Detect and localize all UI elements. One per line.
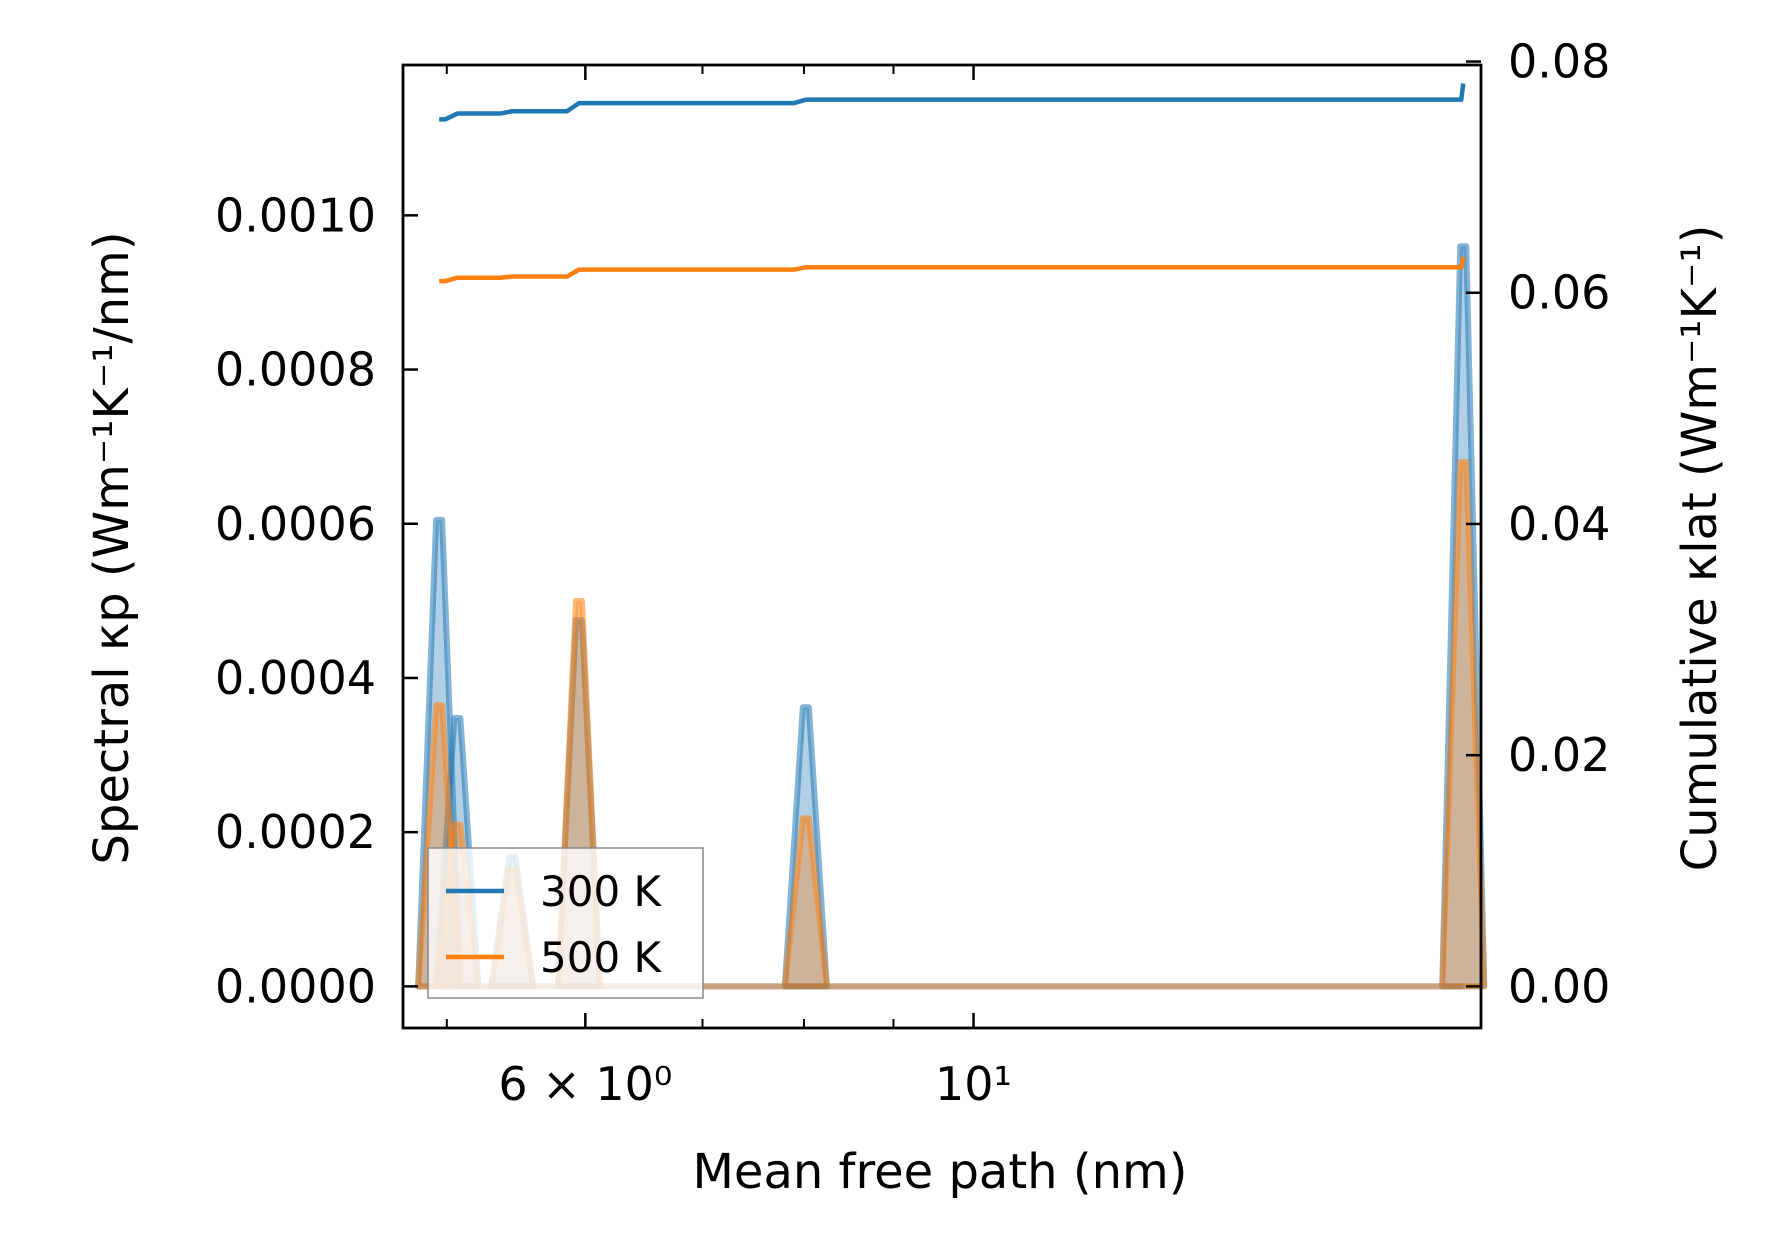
y-left-tick-label: 0.0000	[215, 959, 376, 1013]
y-left-tick-label: 0.0008	[215, 343, 376, 397]
y-right-tick-label: 0.08	[1508, 35, 1610, 89]
cumulative-line-300-k	[439, 83, 1466, 122]
axis-ticks: 6 × 10⁰ 10¹ 0.0000 0.0002 0.0004 0.0006 0.0008…	[215, 35, 1610, 1111]
y-axis-left-label: Spectral κp (Wm⁻¹K⁻¹/nm)	[84, 231, 140, 864]
y-left-tick-label: 0.0010	[215, 188, 376, 242]
plot-frame	[401, 63, 1483, 1030]
cumulative-line-500-k	[439, 256, 1466, 284]
legend-box	[427, 847, 704, 999]
y-right-tick-label: 0.04	[1508, 497, 1610, 551]
y-right-tick-label: 0.00	[1508, 959, 1610, 1013]
legend-label-500-k: 500 K	[540, 933, 663, 982]
spectral-peak-500-k-4	[781, 815, 830, 990]
y-left-tick-label: 0.0004	[215, 651, 376, 705]
y-right-tick-label: 0.02	[1508, 728, 1610, 782]
y-axis-right-label: Cumulative κlat (Wm⁻¹K⁻¹)	[1672, 225, 1728, 872]
legend: 300 K 500 K	[427, 847, 704, 999]
x-axis-label: Mean free path (nm)	[693, 1144, 1188, 1200]
x-tick-label: 10¹	[935, 1057, 1012, 1111]
y-left-tick-label: 0.0002	[215, 805, 376, 859]
axes-frame	[401, 63, 1483, 1030]
legend-label-300-k: 300 K	[540, 867, 663, 916]
y-left-tick-label: 0.0006	[215, 497, 376, 551]
x-tick-label: 6 × 10⁰	[498, 1057, 672, 1111]
y-right-tick-label: 0.06	[1508, 266, 1610, 320]
